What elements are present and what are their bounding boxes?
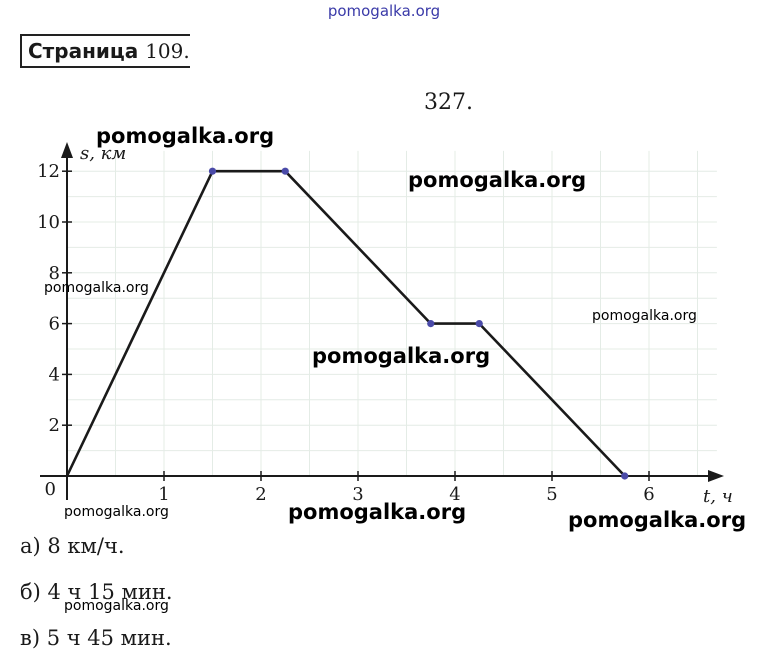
- page-label: Страница 109.: [20, 34, 190, 68]
- chart-series: [65, 167, 629, 480]
- chart-grid: [67, 150, 717, 476]
- x-tick-label: 6: [643, 484, 654, 505]
- problem-number: 327.: [424, 90, 473, 115]
- watermark: pomogalka.org: [568, 508, 747, 532]
- x-tick-label: 3: [352, 484, 363, 505]
- y-tick-label: 10: [37, 212, 60, 233]
- answer-b: б) 4 ч 15 мин.: [20, 580, 173, 604]
- page-label-word: Страница: [28, 39, 139, 63]
- y-tick-label: 6: [49, 314, 60, 335]
- chart-axes: t, ч s, км 0: [40, 142, 733, 507]
- data-point: [475, 320, 483, 328]
- y-tick-label: 12: [37, 161, 60, 182]
- series-line: [65, 169, 626, 477]
- watermark: pomogalka.org: [64, 504, 169, 520]
- watermark: pomogalka.org: [96, 124, 275, 148]
- y-tick-label: 8: [49, 263, 60, 284]
- x-tick-label: 2: [255, 484, 266, 505]
- data-point: [427, 320, 435, 328]
- data-point: [281, 167, 289, 175]
- x-tick-label: 1: [158, 484, 169, 505]
- y-tick-label: 4: [49, 364, 60, 385]
- watermark: pomogalka.org: [312, 344, 491, 368]
- y-axis-label: s, км: [80, 143, 126, 164]
- answer-c: в) 5 ч 45 мин.: [20, 626, 172, 650]
- data-point: [621, 472, 629, 480]
- site-header[interactable]: pomogalka.org: [327, 2, 441, 20]
- answer-a: а) 8 км/ч.: [20, 534, 125, 558]
- x-tick-label: 4: [449, 484, 460, 505]
- watermark: pomogalka.org: [408, 168, 587, 192]
- x-axis-arrow: [708, 470, 724, 482]
- page-label-number: 109.: [145, 39, 190, 63]
- watermark: pomogalka.org: [288, 500, 467, 524]
- watermark: pomogalka.org: [44, 280, 149, 296]
- y-axis-arrow: [61, 142, 73, 158]
- y-tick-label: 2: [49, 415, 60, 436]
- watermark: pomogalka.org: [64, 598, 169, 614]
- x-tick-label: 5: [546, 484, 557, 505]
- x-axis-label: t, ч: [703, 486, 733, 507]
- origin-label: 0: [45, 479, 56, 500]
- watermark: pomogalka.org: [592, 308, 697, 324]
- data-point: [208, 167, 217, 175]
